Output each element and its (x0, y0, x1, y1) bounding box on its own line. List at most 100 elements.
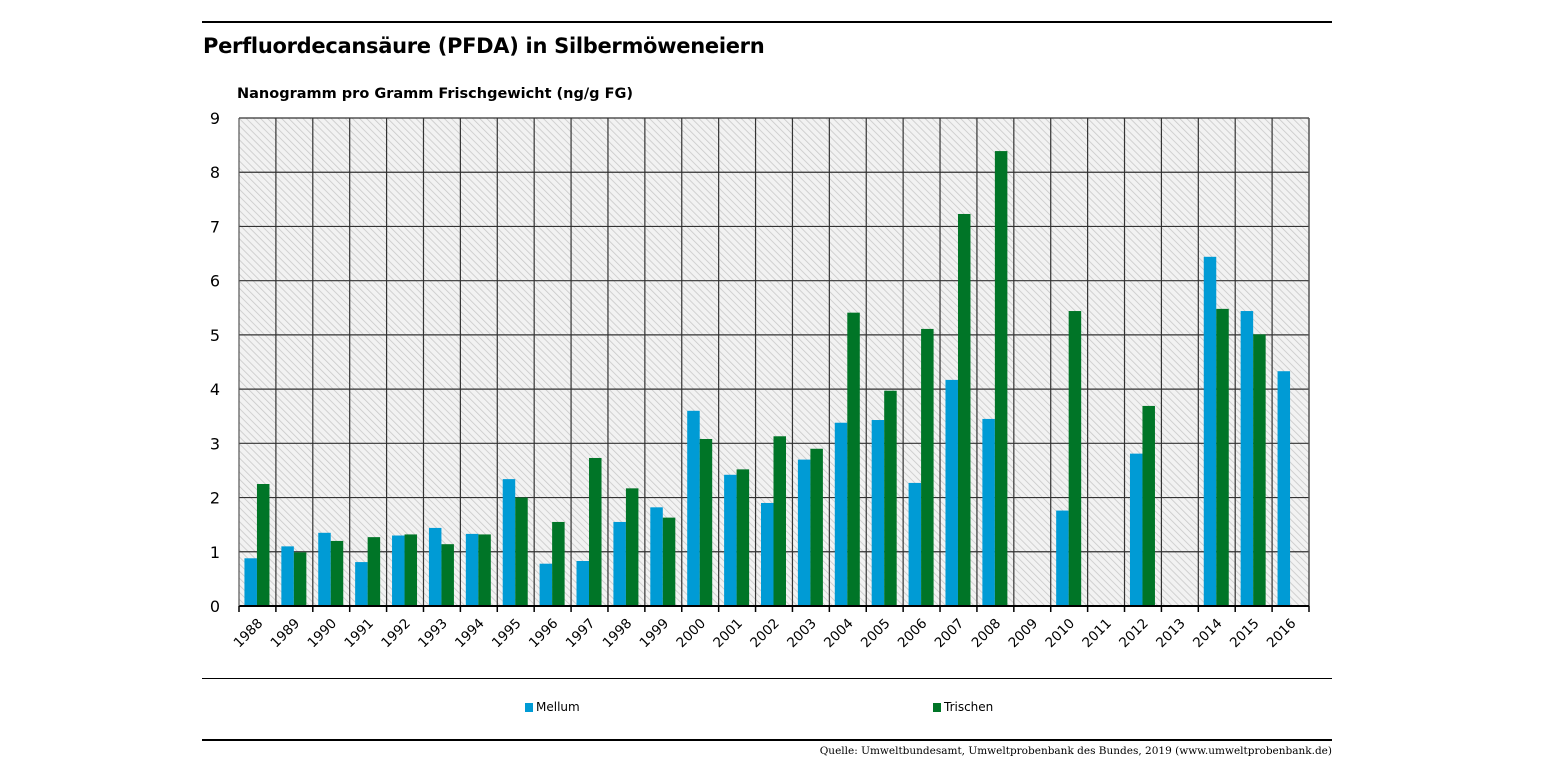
bar-trischen-2015 (1253, 334, 1266, 606)
bottom-rule (202, 739, 1332, 741)
bar-trischen-1996 (552, 521, 565, 606)
bar-trischen-2003 (810, 448, 823, 606)
bar-mellum-2012 (1129, 453, 1143, 606)
bar-trischen-2004 (847, 312, 860, 606)
grid (239, 117, 1310, 606)
bar-mellum-2015 (1240, 311, 1254, 606)
bar-mellum-1999 (650, 507, 663, 606)
x-tick-label: 1994 (452, 616, 488, 652)
bar-mellum-2008 (982, 418, 995, 606)
bar-mellum-2007 (945, 379, 958, 606)
x-tick-label: 2003 (784, 616, 820, 652)
x-tick-label: 1992 (378, 616, 414, 652)
x-tick-label: 2015 (1227, 616, 1263, 652)
bar-trischen-1995 (515, 497, 528, 606)
bar-trischen-2008 (994, 151, 1008, 606)
bar-trischen-1990 (330, 540, 344, 606)
bar-trischen-2000 (699, 438, 713, 606)
x-tick-label: 2012 (1116, 616, 1152, 652)
y-tick-label: 6 (210, 272, 220, 291)
x-tick-label: 2000 (673, 616, 709, 652)
bar-mellum-1993 (428, 527, 442, 606)
bar-trischen-2006 (921, 328, 934, 606)
bar-mellum-2006 (908, 482, 922, 606)
bar-trischen-1997 (589, 457, 602, 606)
x-tick-label: 2002 (747, 616, 783, 652)
y-tick-labels: 0 1 2 3 4 5 6 7 8 9 (210, 109, 220, 616)
top-rule (202, 21, 1332, 23)
legend-swatch-mellum (525, 702, 533, 712)
x-tick-label: 2016 (1264, 616, 1300, 652)
x-tick-label: 2007 (932, 616, 968, 652)
x-tick-label: 2001 (710, 616, 746, 652)
bar-mellum-1991 (355, 562, 368, 606)
bar-trischen-2001 (736, 469, 750, 606)
legend-label-trischen: Trischen (944, 700, 994, 714)
bar-mellum-1994 (465, 533, 479, 606)
bar-mellum-1995 (502, 479, 516, 606)
x-tick-label: 1998 (600, 616, 636, 652)
bar-mellum-1998 (613, 521, 626, 606)
bars (244, 151, 1291, 606)
bar-mellum-2016 (1277, 371, 1291, 606)
bar-trischen-2002 (773, 436, 786, 606)
x-tick-label: 1989 (268, 616, 304, 652)
y-tick-label: 4 (210, 380, 220, 399)
x-tick-label: 1997 (563, 616, 599, 652)
bar-mellum-1988 (244, 558, 257, 606)
legend-item-trischen: Trischen (933, 700, 993, 714)
axes (238, 118, 1310, 612)
bar-trischen-2005 (884, 390, 897, 606)
y-tick-label: 9 (210, 109, 220, 128)
bar-trischen-1992 (404, 534, 418, 606)
y-axis-label: Nanogramm pro Gramm Frischgewicht (ng/g … (237, 86, 634, 102)
legend-label-mellum: Mellum (536, 700, 580, 714)
x-tick-label: 2004 (821, 616, 857, 652)
bar-trischen-1993 (441, 544, 454, 606)
x-tick-label: 2009 (1005, 616, 1041, 652)
x-tick-label: 1990 (304, 616, 340, 652)
x-tick-label: 1999 (637, 616, 673, 652)
bar-mellum-2002 (761, 502, 774, 606)
y-tick-label: 1 (210, 543, 220, 562)
legend-top-rule (202, 678, 1332, 679)
bar-trischen-1998 (625, 488, 639, 606)
x-tick-label: 1993 (415, 616, 451, 652)
bar-trischen-1994 (478, 534, 491, 606)
bar-mellum-2004 (834, 422, 848, 606)
x-tick-label: 2005 (858, 616, 894, 652)
x-tick-label: 2010 (1042, 616, 1078, 652)
bar-mellum-2001 (724, 474, 737, 606)
legend-item-mellum: Mellum (525, 700, 580, 714)
y-tick-label: 5 (210, 326, 220, 345)
y-tick-label: 8 (210, 163, 220, 182)
bar-mellum-2010 (1056, 510, 1069, 606)
y-tick-label: 7 (210, 217, 220, 236)
bar-mellum-2014 (1203, 256, 1217, 606)
bar-mellum-1992 (392, 535, 405, 606)
legend-swatch-trischen (933, 702, 941, 712)
bar-mellum-1989 (281, 546, 294, 606)
bar-trischen-2014 (1216, 308, 1229, 606)
bar-mellum-1996 (539, 563, 553, 606)
x-tick-label: 1988 (231, 616, 267, 652)
bar-mellum-2000 (687, 410, 700, 606)
x-tick-label: 1991 (341, 616, 377, 652)
bar-trischen-1988 (256, 484, 270, 606)
bar-trischen-2010 (1068, 311, 1082, 606)
x-tick-labels: 1988 1989 1990 1991 1992 1993 1994 1995 1996 1997… (231, 616, 1300, 652)
y-tick-label: 3 (210, 434, 220, 453)
bar-trischen-1989 (293, 552, 307, 606)
bar-trischen-2012 (1142, 405, 1155, 606)
bar-trischen-1999 (662, 517, 676, 606)
source-note: Quelle: Umweltbundesamt, Umweltprobenban… (819, 745, 1332, 757)
x-tick-label: 2013 (1153, 616, 1189, 652)
y-tick-label: 2 (210, 489, 220, 508)
bar-mellum-1990 (318, 532, 331, 606)
chart-title: Perfluordecansäure (PFDA) in Silbermöwen… (203, 34, 765, 58)
bar-mellum-2005 (871, 420, 885, 606)
bar-trischen-1991 (367, 537, 381, 606)
x-tick-label: 1995 (489, 616, 525, 652)
x-tick-label: 2014 (1190, 616, 1226, 652)
